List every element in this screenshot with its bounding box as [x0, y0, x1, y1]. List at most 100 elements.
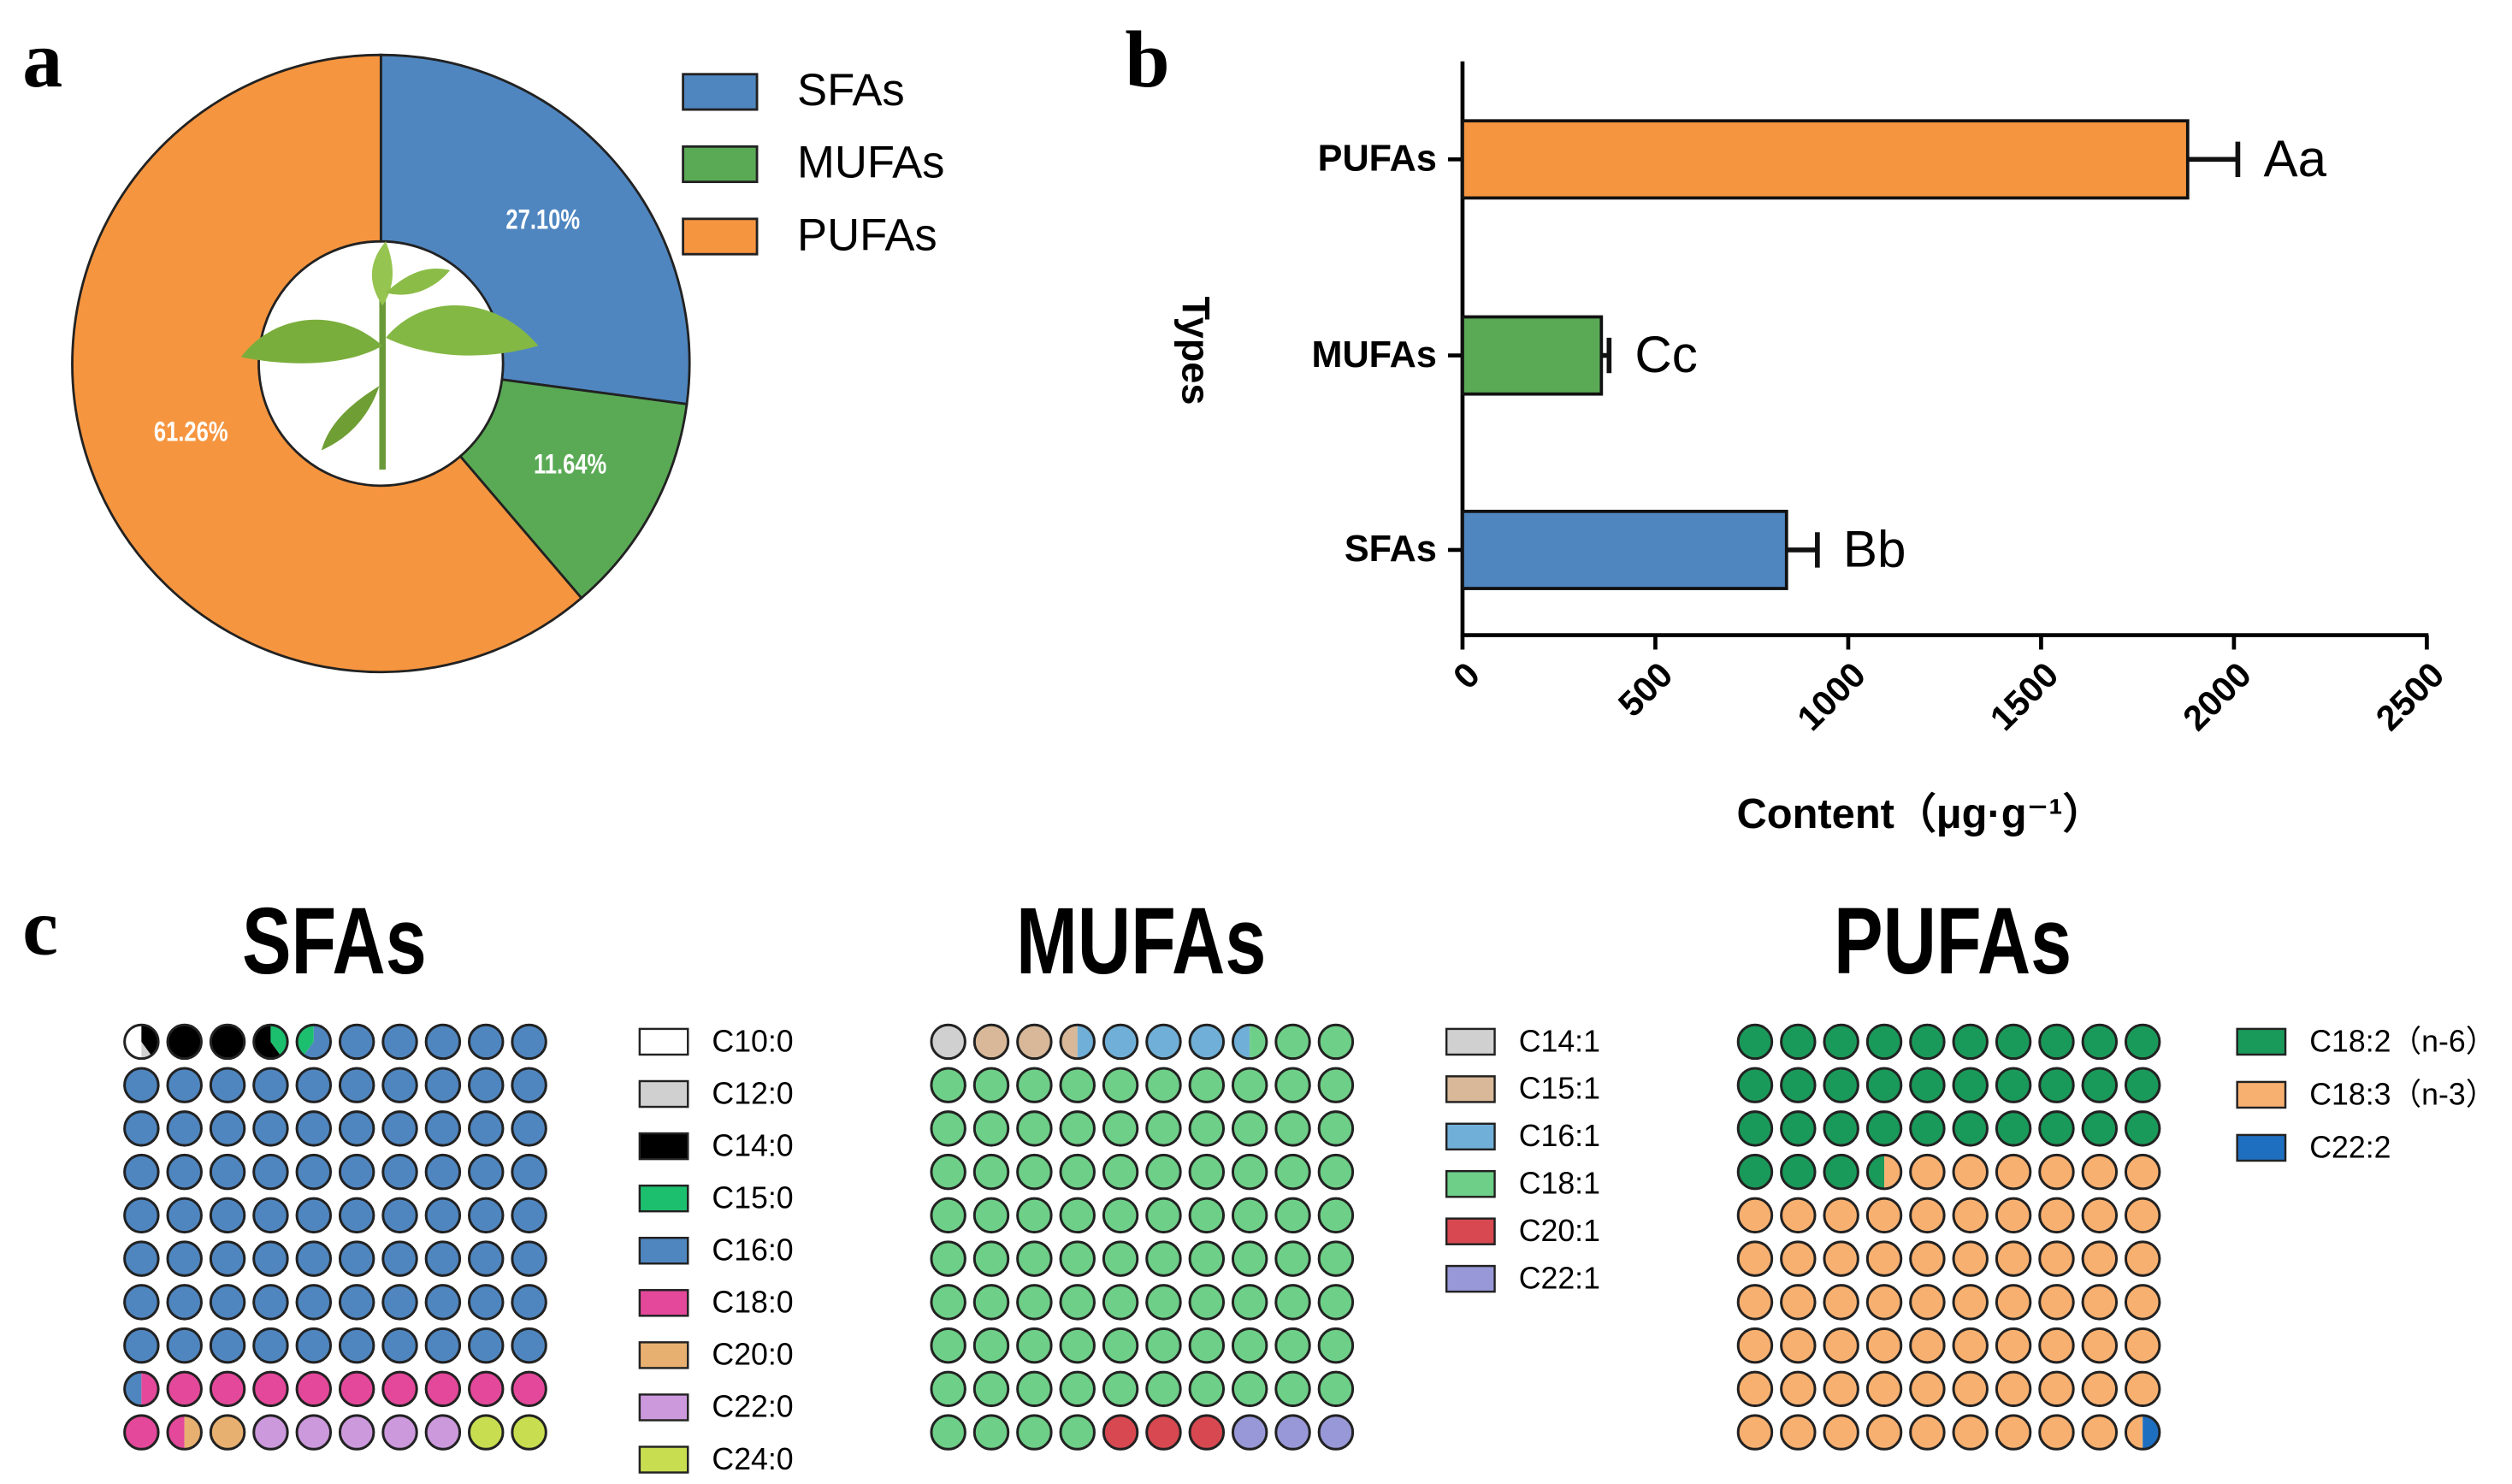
waffle-cell [253, 1241, 288, 1276]
waffle-cell [297, 1415, 331, 1450]
waffle-cell [340, 1285, 374, 1320]
waffle-cell [1232, 1198, 1267, 1233]
legend-label: C15:0 [712, 1180, 793, 1215]
cell-outline [1102, 1284, 1139, 1321]
waffle-cell [1146, 1111, 1181, 1146]
cell-outline [1317, 1153, 1355, 1191]
waffle-cell [1738, 1372, 1772, 1406]
waffle-cell [2083, 1415, 2117, 1450]
waffle-cell [1146, 1415, 1181, 1450]
waffle-cell [210, 1241, 245, 1276]
legend-swatch [682, 73, 759, 111]
cell-outline [1059, 1110, 1096, 1147]
cell-outline [295, 1067, 333, 1103]
waffle-cell [1823, 1111, 1859, 1146]
legend-swatch [2236, 1133, 2287, 1162]
cell-outline [467, 1414, 505, 1451]
waffle-cell [1319, 1241, 1353, 1276]
waffle-cell [124, 1241, 159, 1276]
waffle-cell [210, 1155, 245, 1189]
cell-outline [1865, 1240, 1903, 1277]
waffle-cell [1275, 1067, 1310, 1103]
waffle-cell [1017, 1328, 1052, 1363]
cell-outline [467, 1240, 505, 1277]
waffle-cell [931, 1372, 966, 1406]
cell-outline [2124, 1240, 2161, 1277]
cell-outline [1909, 1110, 1946, 1147]
cell-outline [1016, 1153, 1053, 1191]
waffle-cell [1061, 1111, 1095, 1146]
cell-outline [1952, 1067, 1989, 1103]
cell-outline [1188, 1370, 1226, 1408]
cell-outline [252, 1067, 289, 1103]
cell-outline [2081, 1067, 2119, 1103]
waffle-cell-part [184, 1415, 202, 1450]
cell-outline [467, 1023, 505, 1061]
value-label: 11.64% [534, 450, 606, 480]
waffle-cell [1738, 1025, 1772, 1059]
waffle-cell [1910, 1285, 1945, 1320]
waffle-cell [426, 1241, 460, 1276]
cell-outline [467, 1153, 505, 1191]
waffle-cell [210, 1198, 245, 1233]
waffle-cell [1190, 1198, 1224, 1233]
cell-outline [467, 1284, 505, 1321]
waffle-cell [931, 1415, 966, 1450]
cell-outline [2124, 1023, 2161, 1061]
legend-label: C16:0 [712, 1233, 793, 1268]
cell-outline [1274, 1197, 1311, 1234]
waffle-cell [2125, 1241, 2160, 1276]
legend-swatch [682, 145, 759, 184]
cell-outline [338, 1414, 375, 1451]
waffle-cell [1232, 1111, 1267, 1146]
waffle-cell [2083, 1372, 2117, 1406]
cell-outline [252, 1370, 289, 1408]
waffle-cell [340, 1241, 374, 1276]
waffle-cell [426, 1111, 460, 1146]
cell-outline [1317, 1414, 1355, 1451]
waffle-cell [1781, 1415, 1816, 1450]
waffle-cell [167, 1328, 202, 1363]
cell-outline [511, 1370, 547, 1408]
cell-outline [2081, 1414, 2119, 1451]
waffle-cell [1319, 1328, 1353, 1363]
cell-outline [381, 1067, 418, 1103]
cell-outline [1145, 1284, 1182, 1321]
waffle-cell [382, 1241, 417, 1276]
cell-outline [2124, 1067, 2161, 1103]
waffle-cell [2039, 1415, 2074, 1450]
cell-outline [1059, 1197, 1096, 1234]
waffle-cell [2125, 1111, 2160, 1146]
waffle-cell [1953, 1198, 1988, 1233]
cell-outline [166, 1110, 203, 1147]
cell-outline [1188, 1110, 1226, 1147]
cell-outline [1102, 1327, 1139, 1364]
cell-outline [166, 1240, 203, 1277]
annotation: Aa [2263, 130, 2326, 187]
waffle-cell [511, 1328, 547, 1363]
cell-outline [2038, 1327, 2075, 1364]
waffle-cell [167, 1241, 202, 1276]
cell-outline [209, 1110, 246, 1147]
cell-outline [1059, 1067, 1096, 1103]
cell-outline [209, 1240, 246, 1277]
cell-outline [1865, 1414, 1903, 1451]
waffle-cell [2083, 1067, 2117, 1103]
cell-outline [123, 1023, 160, 1061]
cell-outline [1952, 1023, 1989, 1061]
waffle-cell [1910, 1241, 1945, 1276]
waffle-title: PUFAs [1834, 889, 2072, 995]
cell-outline [1188, 1067, 1226, 1103]
waffle-cell [1738, 1241, 1772, 1276]
cell-outline [1823, 1240, 1859, 1277]
cell-outline [1909, 1067, 1946, 1103]
cell-outline [381, 1023, 418, 1061]
cell-outline [1317, 1110, 1355, 1147]
cell-outline [1317, 1067, 1355, 1103]
annotation: Cc [1634, 326, 1697, 383]
cell-outline [1274, 1327, 1311, 1364]
x-tick-label: 2000 [2175, 654, 2259, 738]
waffle-cell [1823, 1067, 1859, 1103]
waffle-cell [1190, 1111, 1224, 1146]
cell-outline [123, 1197, 160, 1234]
